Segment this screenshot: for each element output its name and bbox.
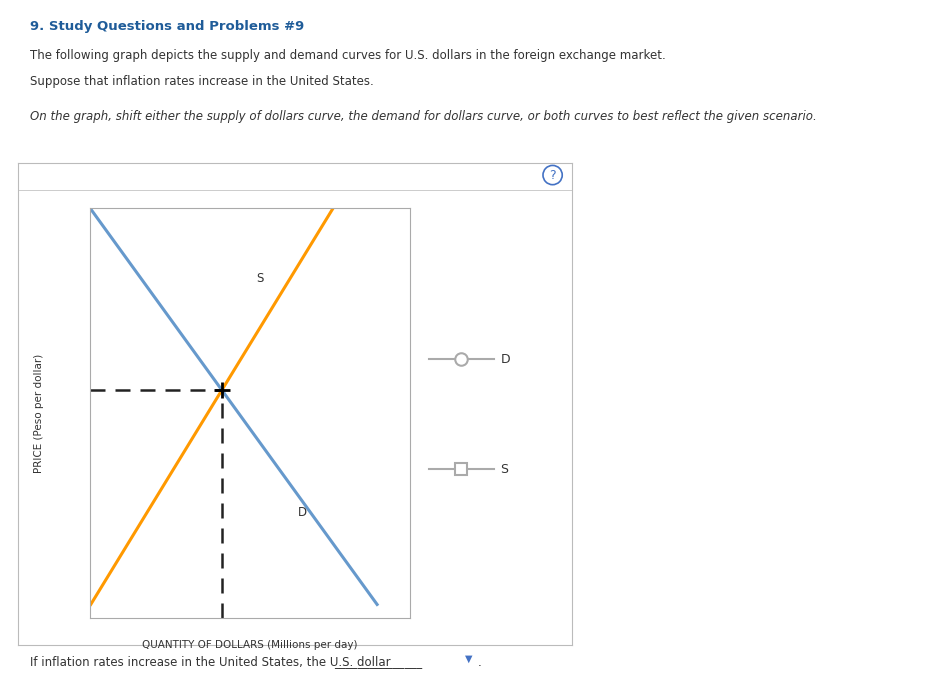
Text: QUANTITY OF DOLLARS (Millions per day): QUANTITY OF DOLLARS (Millions per day) (143, 640, 358, 650)
Text: S: S (500, 463, 508, 475)
Text: 9. Study Questions and Problems #9: 9. Study Questions and Problems #9 (30, 20, 304, 33)
Text: Suppose that inflation rates increase in the United States.: Suppose that inflation rates increase in… (30, 75, 374, 88)
Text: On the graph, shift either the supply of dollars curve, the demand for dollars c: On the graph, shift either the supply of… (30, 110, 816, 123)
Text: ?: ? (549, 169, 555, 181)
Text: ▼: ▼ (465, 654, 473, 664)
Text: If inflation rates increase in the United States, the U.S. dollar: If inflation rates increase in the Unite… (30, 656, 391, 669)
Text: _______________: _______________ (334, 656, 422, 669)
Text: PRICE (Peso per dollar): PRICE (Peso per dollar) (34, 354, 44, 472)
Text: D: D (500, 353, 510, 366)
Text: S: S (256, 272, 264, 285)
Text: The following graph depicts the supply and demand curves for U.S. dollars in the: The following graph depicts the supply a… (30, 49, 665, 62)
Text: .: . (478, 656, 482, 669)
Text: D: D (298, 505, 308, 519)
